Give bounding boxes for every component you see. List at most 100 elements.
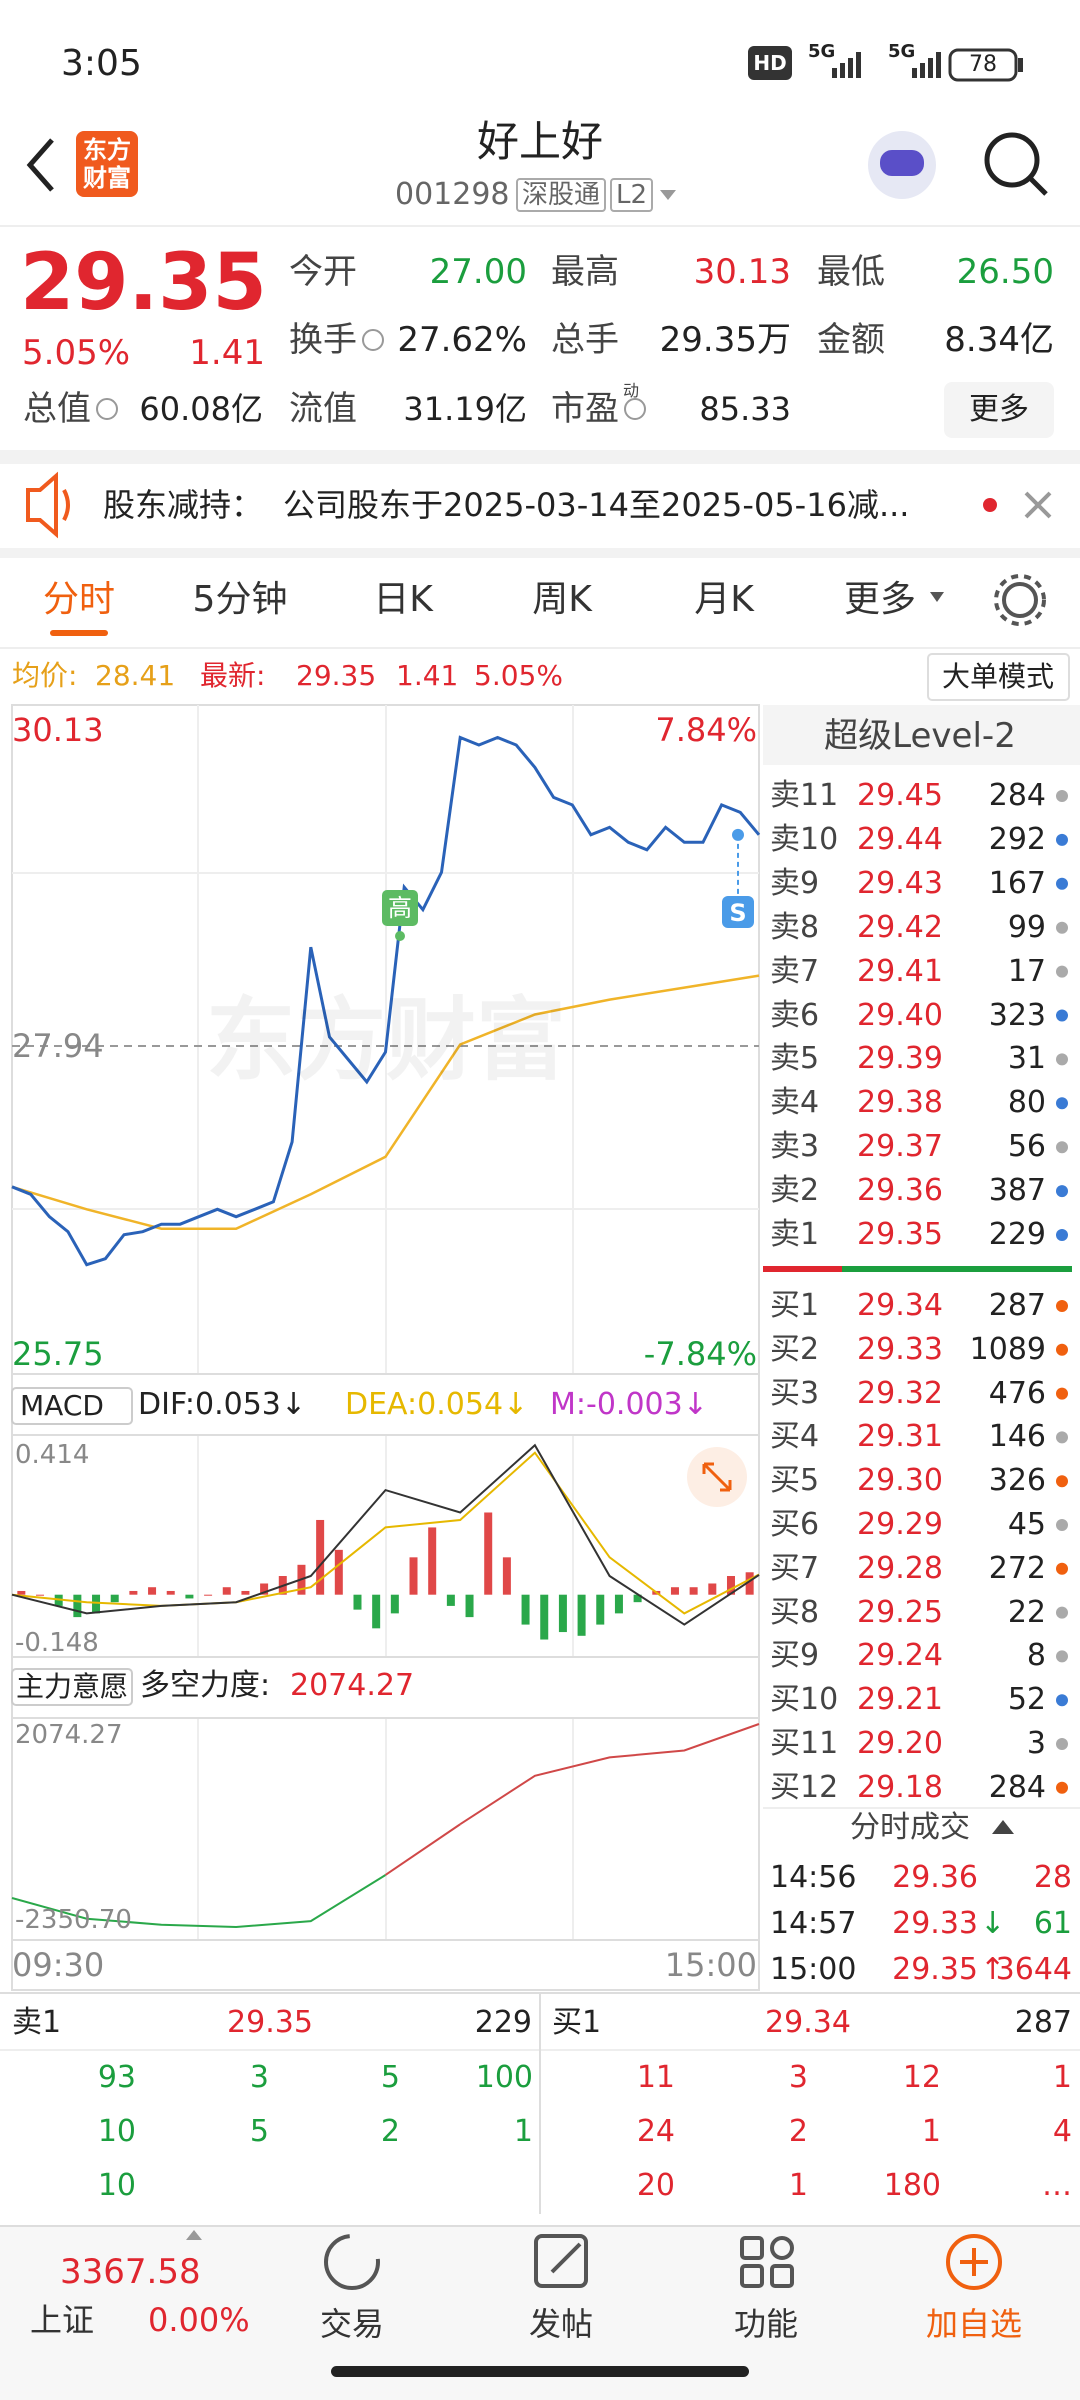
summary-cell: 2 <box>788 2114 808 2149</box>
book-volume: 326 <box>988 1463 1046 1499</box>
book-volume: 56 <box>1007 1129 1046 1165</box>
m-label: M:-0.003↓ <box>550 1387 708 1422</box>
time-label: 09:30 <box>12 1946 105 1984</box>
book-price: 29.33 <box>857 1331 943 1367</box>
tab[interactable]: 周K <box>532 579 592 620</box>
y-tick-label: -0.148 <box>15 1628 99 1658</box>
logo <box>76 131 138 197</box>
macd-bar <box>222 1587 231 1595</box>
field-value: 31.19亿 <box>403 390 527 428</box>
network: 5G <box>888 41 916 62</box>
tab[interactable]: 月K <box>694 579 754 620</box>
trade-price: 29.33 <box>892 1906 978 1941</box>
watermark: 东方财富 <box>206 988 566 1093</box>
field-label: 总手 <box>551 320 619 360</box>
trade-icon <box>324 2234 380 2290</box>
book-price: 29.44 <box>857 821 943 857</box>
book-dot <box>1056 790 1068 802</box>
macd-bar <box>521 1594 530 1625</box>
big-order-button[interactable] <box>927 653 1070 701</box>
index-change: 0.00% <box>148 2301 250 2339</box>
index-toggle[interactable] <box>186 2230 202 2240</box>
macd-bar <box>726 1576 735 1595</box>
book-dot <box>1056 833 1068 846</box>
macd-bar <box>484 1512 493 1595</box>
nav-item[interactable]: 功能 <box>733 2305 799 2343</box>
summary-cell: 12 <box>902 2060 941 2095</box>
robot-face <box>880 150 924 176</box>
book-volume: 287 <box>988 1288 1046 1323</box>
chart-grid <box>12 705 759 1940</box>
summary-cell: 3 <box>249 2060 269 2095</box>
more-button[interactable] <box>944 382 1054 438</box>
settings-button[interactable] <box>1002 582 1038 618</box>
tab[interactable]: 5分钟 <box>192 579 288 620</box>
field-superscript: 动 <box>623 381 640 400</box>
tab[interactable]: 日K <box>373 579 433 620</box>
macd-bar <box>372 1594 381 1629</box>
nav-item[interactable]: 发帖 <box>528 2305 594 2343</box>
bid-bar <box>842 1266 1072 1272</box>
summary-cell: 2 <box>380 2114 400 2149</box>
field-label: 今开 <box>289 252 357 292</box>
book-label: 卖1 <box>770 1217 820 1252</box>
macd-selector-label[interactable]: MACD <box>20 1389 104 1422</box>
tab[interactable]: 更多 <box>843 579 917 620</box>
dif-line <box>11 1443 760 1626</box>
close-button[interactable] <box>1024 491 1052 519</box>
summary-cell: 20 <box>636 2168 675 2203</box>
signal-dot <box>732 828 744 841</box>
nav-item[interactable]: 加自选 <box>925 2305 1023 2343</box>
network: 5G <box>808 41 836 62</box>
summary-cell: 5 <box>249 2114 269 2149</box>
big-order-label[interactable]: 大单模式 <box>941 660 1055 693</box>
force-selector-label[interactable]: 主力意愿 <box>16 1670 129 1703</box>
home-indicator <box>331 2366 749 2377</box>
macd-bar <box>633 1594 642 1603</box>
field-label: 流值 <box>289 389 357 429</box>
summary-cell: 4 <box>1052 2114 1072 2149</box>
macd-bar <box>334 1549 343 1595</box>
nav-item[interactable]: 交易 <box>319 2305 385 2343</box>
summary-cell: 3 <box>788 2060 808 2095</box>
book-label: 卖4 <box>770 1085 820 1121</box>
book-dot <box>1056 1229 1068 1241</box>
tab[interactable]: 分时 <box>42 579 116 620</box>
more-button-label[interactable]: 更多 <box>969 392 1029 427</box>
change-pct: 5.05% <box>22 333 131 373</box>
book-dot <box>1056 921 1068 934</box>
field-value: 85.33 <box>699 390 791 428</box>
field-value: 27.62% <box>397 320 527 360</box>
book-dot <box>1056 1053 1068 1066</box>
book-price: 29.41 <box>857 953 943 989</box>
field-value: 27.00 <box>429 252 527 292</box>
trade-price: 29.36 <box>892 1860 978 1895</box>
back-button[interactable] <box>26 138 54 192</box>
macd-selector[interactable] <box>11 1387 133 1425</box>
y-tick-label: 0.414 <box>15 1440 90 1470</box>
pct-label: -7.84% <box>643 1335 757 1373</box>
force-selector[interactable] <box>11 1668 133 1706</box>
summary-price: 29.35 <box>227 2005 313 2040</box>
field-value: 8.34亿 <box>944 320 1054 360</box>
y-tick-label: 2074.27 <box>15 1720 123 1750</box>
y-tick-label: -2350.70 <box>15 1905 132 1935</box>
macd-bar <box>166 1590 175 1595</box>
book-price: 29.29 <box>857 1507 943 1542</box>
y-tick-label: 30.13 <box>12 711 104 749</box>
battery-level: 78 <box>969 52 997 77</box>
summary-cell: 100 <box>475 2060 533 2095</box>
dropdown <box>660 190 676 200</box>
notice-tag: 股东减持： <box>103 486 264 524</box>
search-button[interactable] <box>984 132 1040 188</box>
summary-price: 29.34 <box>765 2005 851 2040</box>
summary-cell: 11 <box>636 2060 675 2095</box>
change: 1.41 <box>189 333 265 373</box>
book-label: 买6 <box>770 1507 820 1542</box>
y-tick-label: 25.75 <box>12 1335 104 1373</box>
book-label: 买5 <box>770 1463 820 1499</box>
book-label: 买11 <box>770 1726 839 1761</box>
stock-code: 001298 <box>395 177 510 212</box>
trade-volume: 61 <box>1033 1906 1072 1941</box>
book-price: 29.35 <box>857 1217 943 1252</box>
